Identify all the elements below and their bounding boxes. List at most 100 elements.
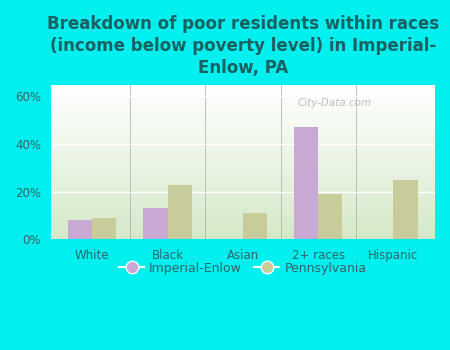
Bar bbox=[393, 180, 418, 239]
Bar bbox=[51, 207, 435, 208]
Bar bbox=[167, 184, 192, 239]
Bar bbox=[51, 145, 435, 146]
Bar bbox=[51, 235, 435, 236]
Bar bbox=[51, 204, 435, 205]
Bar bbox=[51, 146, 435, 148]
Bar bbox=[51, 128, 435, 130]
Bar bbox=[51, 188, 435, 190]
Bar bbox=[51, 139, 435, 140]
Bar bbox=[68, 220, 92, 239]
Bar bbox=[51, 229, 435, 230]
Bar bbox=[51, 102, 435, 103]
Bar bbox=[51, 213, 435, 215]
Bar bbox=[51, 84, 435, 86]
Bar bbox=[51, 133, 435, 134]
Bar bbox=[51, 98, 435, 100]
Bar bbox=[51, 97, 435, 98]
Bar bbox=[51, 236, 435, 238]
Bar bbox=[92, 218, 117, 239]
Bar bbox=[51, 162, 435, 163]
Bar bbox=[51, 211, 435, 213]
Bar bbox=[51, 163, 435, 165]
Bar bbox=[144, 208, 167, 239]
Bar bbox=[51, 167, 435, 168]
Bar bbox=[51, 151, 435, 153]
Bar bbox=[243, 213, 267, 239]
Bar bbox=[51, 170, 435, 171]
Bar bbox=[51, 86, 435, 88]
Bar bbox=[51, 182, 435, 184]
Text: City-Data.com: City-Data.com bbox=[298, 98, 372, 108]
Bar bbox=[51, 103, 435, 105]
Bar bbox=[51, 88, 435, 89]
Bar bbox=[51, 208, 435, 210]
Bar bbox=[51, 111, 435, 112]
Bar bbox=[51, 106, 435, 108]
Bar bbox=[51, 187, 435, 188]
Bar bbox=[294, 127, 318, 239]
Bar bbox=[51, 89, 435, 91]
Bar bbox=[51, 126, 435, 128]
Bar bbox=[51, 215, 435, 216]
Bar bbox=[51, 119, 435, 120]
Bar bbox=[51, 176, 435, 177]
Bar bbox=[51, 227, 435, 229]
Bar bbox=[51, 131, 435, 133]
Bar bbox=[51, 157, 435, 159]
Bar bbox=[51, 171, 435, 173]
Bar bbox=[51, 165, 435, 167]
Bar bbox=[51, 191, 435, 193]
Bar bbox=[51, 125, 435, 126]
Bar bbox=[51, 137, 435, 139]
Bar bbox=[51, 122, 435, 123]
Title: Breakdown of poor residents within races
(income below poverty level) in Imperia: Breakdown of poor residents within races… bbox=[47, 15, 439, 77]
Bar bbox=[51, 179, 435, 181]
Bar bbox=[51, 156, 435, 157]
Bar bbox=[51, 105, 435, 106]
Bar bbox=[51, 210, 435, 211]
Bar bbox=[51, 92, 435, 94]
Bar bbox=[51, 181, 435, 182]
Bar bbox=[51, 202, 435, 204]
Bar bbox=[51, 233, 435, 235]
Bar bbox=[51, 230, 435, 232]
Bar bbox=[51, 224, 435, 225]
Bar bbox=[51, 198, 435, 199]
Bar bbox=[51, 222, 435, 224]
Bar bbox=[51, 195, 435, 196]
Bar bbox=[51, 218, 435, 219]
Bar bbox=[51, 173, 435, 174]
Bar bbox=[51, 108, 435, 109]
Bar bbox=[51, 95, 435, 97]
Bar bbox=[51, 148, 435, 149]
Bar bbox=[51, 134, 435, 135]
Bar bbox=[51, 190, 435, 191]
Bar bbox=[51, 130, 435, 131]
Bar bbox=[51, 116, 435, 117]
Bar bbox=[51, 112, 435, 114]
Bar bbox=[51, 159, 435, 160]
Bar bbox=[51, 238, 435, 239]
Bar bbox=[51, 114, 435, 116]
Bar bbox=[51, 205, 435, 207]
Legend: Imperial-Enlow, Pennsylvania: Imperial-Enlow, Pennsylvania bbox=[114, 257, 372, 280]
Bar bbox=[51, 216, 435, 218]
Bar bbox=[51, 144, 435, 145]
Bar bbox=[51, 149, 435, 151]
Bar bbox=[51, 160, 435, 162]
Bar bbox=[51, 123, 435, 125]
Bar bbox=[51, 185, 435, 187]
Bar bbox=[51, 109, 435, 111]
Bar bbox=[51, 142, 435, 143]
Bar bbox=[51, 196, 435, 198]
Bar bbox=[51, 193, 435, 195]
Bar bbox=[51, 184, 435, 185]
Bar bbox=[51, 140, 435, 142]
Bar bbox=[51, 94, 435, 95]
Bar bbox=[51, 154, 435, 156]
Bar bbox=[51, 91, 435, 92]
Bar bbox=[51, 135, 435, 137]
Bar bbox=[51, 100, 435, 102]
Bar bbox=[51, 153, 435, 154]
Bar bbox=[51, 120, 435, 122]
